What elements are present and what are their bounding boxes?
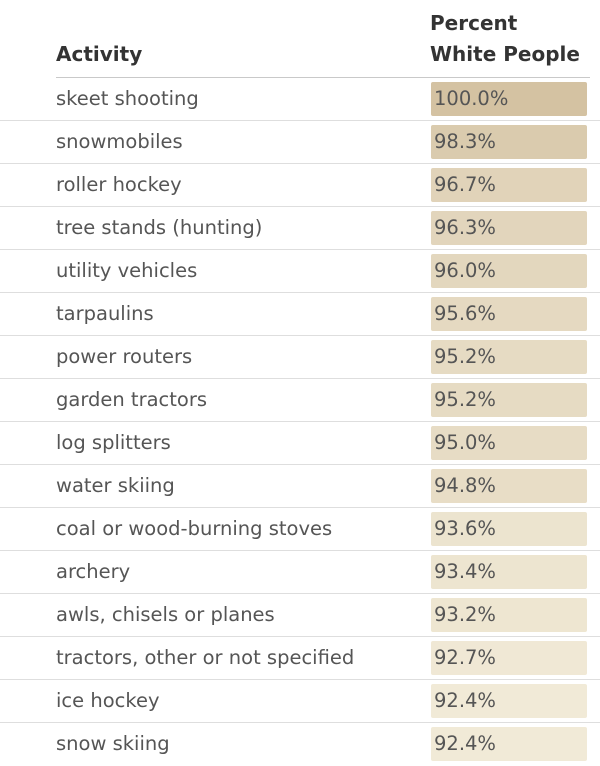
activity-label: snowmobiles	[56, 130, 183, 153]
activity-label: log splitters	[56, 431, 171, 454]
percent-value: 94.8%	[434, 474, 496, 497]
percent-cell-shade	[431, 340, 587, 374]
percent-value: 92.4%	[434, 689, 496, 712]
percent-value: 93.6%	[434, 517, 496, 540]
activity-label: archery	[56, 560, 131, 583]
activity-label: tractors, other or not specified	[56, 646, 355, 669]
percent-cell-shade	[431, 254, 587, 288]
percent-cell-shade	[431, 641, 587, 675]
table-row: skeet shooting 100.0%	[0, 78, 600, 121]
activity-label: water skiing	[56, 474, 175, 497]
percent-value: 96.7%	[434, 173, 496, 196]
activity-label: skeet shooting	[56, 87, 199, 110]
activity-label: coal or wood-burning stoves	[56, 517, 333, 540]
percent-cell-shade	[431, 512, 587, 546]
percent-cell-shade	[431, 727, 587, 761]
percent-value: 92.7%	[434, 646, 496, 669]
activity-label: power routers	[56, 345, 193, 368]
percent-header-line2: White People	[430, 42, 580, 66]
percent-cell-shade	[431, 82, 587, 116]
table-row: archery 93.4%	[0, 551, 600, 594]
percent-value: 93.4%	[434, 560, 496, 583]
percent-value: 96.0%	[434, 259, 496, 282]
percent-cell-shade	[431, 684, 587, 718]
table-row: water skiing 94.8%	[0, 465, 600, 508]
activity-label: garden tractors	[56, 388, 208, 411]
percent-cell-shade	[431, 555, 587, 589]
percent-value: 93.2%	[434, 603, 496, 626]
activity-column-header: Activity	[56, 42, 143, 66]
table-row: tarpaulins 95.6%	[0, 293, 600, 336]
table-row: power routers 95.2%	[0, 336, 600, 379]
percent-cell-shade	[431, 168, 587, 202]
table-row: snowmobiles 98.3%	[0, 121, 600, 164]
table-row: tree stands (hunting) 96.3%	[0, 207, 600, 250]
table-row: awls, chisels or planes 93.2%	[0, 594, 600, 637]
activity-label: awls, chisels or planes	[56, 603, 275, 626]
percent-header-line1: Percent	[430, 11, 518, 35]
percent-cell-shade	[431, 383, 587, 417]
percent-cell-shade	[431, 469, 587, 503]
table-row: log splitters 95.0%	[0, 422, 600, 465]
header-divider	[56, 77, 590, 78]
table-row: snow skiing 92.4%	[0, 723, 600, 766]
percent-value: 95.0%	[434, 431, 496, 454]
percent-value: 95.2%	[434, 388, 496, 411]
table-header: Activity Percent White People	[0, 0, 600, 78]
percent-cell-shade	[431, 211, 587, 245]
percent-cell-shade	[431, 297, 587, 331]
percent-cell-shade	[431, 426, 587, 460]
percent-value: 95.6%	[434, 302, 496, 325]
percent-cell-shade	[431, 598, 587, 632]
percent-value: 98.3%	[434, 130, 496, 153]
percent-cell-shade	[431, 125, 587, 159]
table-row: ice hockey 92.4%	[0, 680, 600, 723]
percent-value: 92.4%	[434, 732, 496, 755]
percent-value: 100.0%	[434, 87, 509, 110]
activity-label: tarpaulins	[56, 302, 154, 325]
activity-label: roller hockey	[56, 173, 182, 196]
table-row: utility vehicles 96.0%	[0, 250, 600, 293]
activity-label: tree stands (hunting)	[56, 216, 263, 239]
percent-value: 95.2%	[434, 345, 496, 368]
activity-label: snow skiing	[56, 732, 170, 755]
table-row: roller hockey 96.7%	[0, 164, 600, 207]
percent-column-header: Percent White People	[430, 8, 595, 70]
activity-label: utility vehicles	[56, 259, 198, 282]
table-row: coal or wood-burning stoves 93.6%	[0, 508, 600, 551]
percent-value: 96.3%	[434, 216, 496, 239]
activity-label: ice hockey	[56, 689, 160, 712]
table-row: garden tractors 95.2%	[0, 379, 600, 422]
table-row: tractors, other or not specified 92.7%	[0, 637, 600, 680]
table-body: skeet shooting 100.0% snowmobiles 98.3% roll…	[0, 78, 600, 766]
